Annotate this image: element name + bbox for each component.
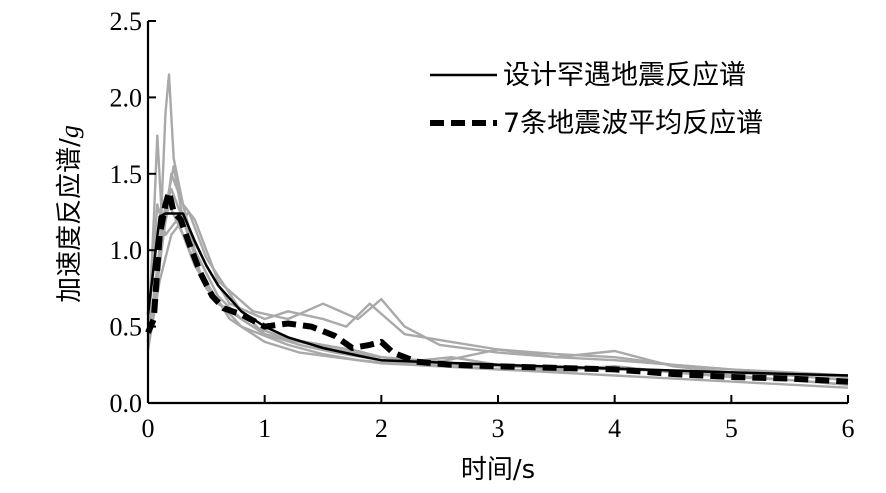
x-axis-title: 时间/s (461, 455, 535, 485)
series-layer (145, 189, 849, 385)
record-spectrum-line-6 (146, 203, 849, 386)
x-tick-label: 2 (375, 414, 388, 443)
design-spectrum-line (146, 212, 849, 377)
y-axis-title-unit: g (55, 125, 84, 138)
legend-label-design: 设计罕遇地震反应谱 (503, 60, 746, 91)
y-axis-title-main: 加速度反应谱/ (55, 138, 85, 303)
x-tick-label: 3 (492, 414, 505, 443)
x-tick-label: 6 (842, 414, 855, 443)
record-spectrum-line-2 (146, 134, 849, 379)
y-tick-label: 2.5 (110, 7, 143, 36)
y-tick-label: 0.5 (110, 313, 143, 342)
x-tick-label: 5 (725, 414, 738, 443)
x-tick-label: 4 (608, 414, 621, 443)
legend: 设计罕遇地震反应谱 7条地震波平均反应谱 (430, 60, 763, 139)
legend-label-average: 7条地震波平均反应谱 (503, 108, 763, 139)
average-spectrum-line (145, 189, 849, 385)
y-tick-label: 0.0 (110, 389, 143, 418)
y-tick-label: 1.0 (110, 236, 143, 265)
x-tick-label: 0 (142, 414, 155, 443)
ticks-layer: 0 1 2 3 4 5 6 0.0 0.5 1.0 1.5 2.0 2.5 (110, 7, 855, 443)
x-tick-label: 1 (258, 414, 271, 443)
y-tick-label: 2.0 (110, 83, 143, 112)
y-tick-label: 1.5 (110, 160, 143, 189)
y-axis-title: 加速度反应谱/g (55, 125, 85, 303)
record-spectrum-line-4 (146, 210, 849, 389)
record-spectrum-line-3 (146, 172, 849, 377)
